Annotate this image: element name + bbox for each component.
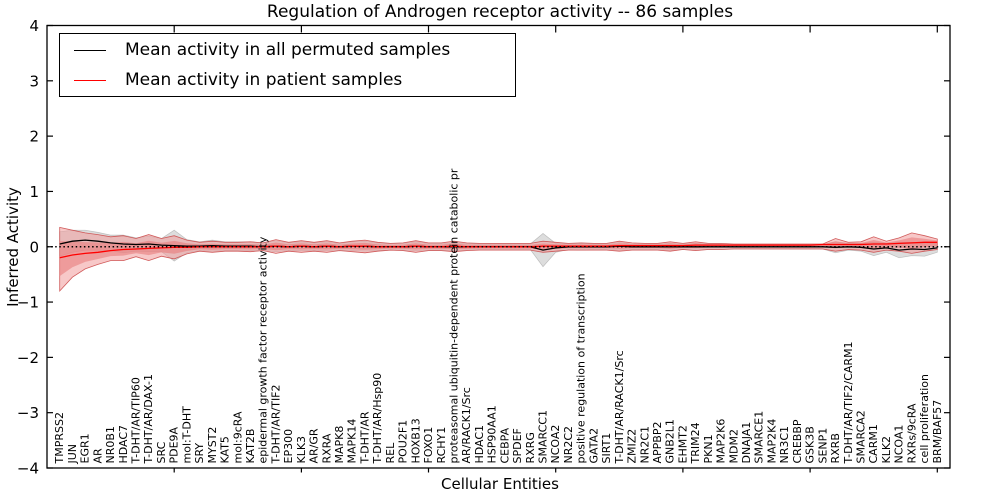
y-tick-label: 1 — [29, 183, 39, 201]
x-tick-label: AR — [91, 448, 104, 464]
y-tick-label: 3 — [29, 72, 39, 90]
x-tick-label: HOXB13 — [409, 418, 422, 463]
y-tick-label: −1 — [17, 294, 39, 312]
x-tick-label: positive regulation of transcription — [575, 273, 588, 463]
axes-frame — [46, 24, 951, 469]
x-tick-label: KAT2B — [244, 429, 257, 464]
x-tick-label: PKN1 — [702, 434, 715, 463]
y-tick-label: −3 — [17, 404, 39, 422]
x-tick-label: BRM/BAF57 — [931, 400, 944, 464]
patient-line-sample — [74, 79, 106, 81]
x-tick-label: T-DHT/AR/TIP60 — [130, 377, 143, 464]
x-tick-label: NCOA1 — [893, 425, 906, 464]
x-tick-label: MAPK14 — [346, 419, 359, 464]
x-tick-label: REL — [384, 442, 397, 464]
x-tick-label: NR3C1 — [778, 426, 791, 464]
x-tick-label: JUN — [66, 444, 79, 465]
x-tick-label: KAT5 — [219, 436, 232, 463]
legend-entry-patient: Mean activity in patient samples — [60, 65, 515, 95]
x-tick-label: APPBP2 — [651, 422, 664, 464]
x-tick-label: TMPRSS2 — [53, 412, 66, 464]
x-tick-label: RCHY1 — [435, 427, 448, 464]
x-tick-label: RXRs/9cRA — [905, 403, 918, 464]
x-tick-label: epidermal growth factor receptor activit… — [257, 236, 270, 463]
x-tick-label: RXRG — [524, 432, 537, 463]
legend-entry-permuted: Mean activity in all permuted samples — [60, 35, 515, 65]
legend: Mean activity in all permuted samples Me… — [59, 33, 516, 97]
x-tick-label: TRIM24 — [689, 422, 702, 464]
x-tick-label: HDAC1 — [473, 425, 486, 464]
x-tick-label: GSK3B — [804, 426, 817, 463]
x-tick-label: T-DHT/AR — [359, 411, 372, 464]
y-tick-label: 0 — [29, 238, 39, 256]
x-tick-label: HSP90AA1 — [486, 405, 499, 463]
x-axis-label: Cellular Entities — [441, 475, 559, 493]
x-tick-label: EP300 — [282, 429, 295, 464]
x-tick-label: SMARCA2 — [855, 410, 868, 463]
x-tick-label: cell proliferation — [918, 374, 931, 464]
x-tick-label: CREBBP — [791, 419, 804, 463]
x-tick-label: ZMIZ2 — [626, 429, 639, 464]
x-tick-label: T-DHT/AR/DAX-1 — [142, 374, 155, 464]
x-tick-label: PDE9A — [168, 426, 181, 463]
x-tick-label: RXRA — [320, 433, 333, 463]
x-tick-label: NR2C2 — [562, 426, 575, 464]
x-tick-label: T-DHT/AR/RACK1/Src — [613, 350, 626, 464]
x-tick-label: RXRB — [829, 433, 842, 463]
permuted-line-sample — [74, 49, 106, 51]
x-tick-label: SIRT1 — [600, 433, 613, 464]
x-tick-label: DNAJA1 — [740, 422, 753, 464]
x-tick-label: SENP1 — [816, 428, 829, 464]
x-tick-label: NCOA2 — [549, 425, 562, 464]
x-tick-label: MAP2K4 — [765, 419, 778, 464]
y-tick-label: −2 — [17, 349, 39, 367]
patient-band-outer — [59, 226, 938, 293]
x-tick-label: NR0B1 — [104, 426, 117, 463]
legend-label-patient: Mean activity in patient samples — [125, 70, 403, 90]
x-tick-label: mol:T-DHT — [180, 406, 193, 464]
x-tick-label: EGR1 — [79, 433, 92, 463]
x-tick-label: MAPK8 — [333, 426, 346, 464]
x-tick-label: SRC — [155, 441, 168, 463]
x-tick-label: EHMT2 — [676, 425, 689, 463]
y-tick-label: −4 — [17, 460, 39, 478]
x-tick-label: CARM1 — [867, 424, 880, 463]
x-tick-label: MYST2 — [206, 427, 219, 464]
x-tick-label: AR/GR — [308, 428, 321, 463]
x-tick-label: MAP2K6 — [715, 419, 728, 464]
x-tick-label: proteasomal ubiquitin-dependent protein … — [448, 168, 461, 463]
x-tick-label: T-DHT/AR/TIF2/CARM1 — [842, 341, 855, 464]
x-tick-label: POU2F1 — [397, 420, 410, 464]
x-tick-label: GATA2 — [587, 428, 600, 464]
x-tick-label: SRY — [193, 443, 206, 464]
x-tick-label: AR/RACK1/Src — [460, 387, 473, 463]
y-axis-label: Inferred Activity — [4, 187, 22, 307]
x-tick-label: CEBPA — [498, 427, 511, 463]
x-tick-label: SMARCE1 — [753, 411, 766, 464]
y-tick-label: 4 — [29, 17, 39, 35]
x-tick-label: SMARCC1 — [537, 410, 550, 463]
legend-label-permuted: Mean activity in all permuted samples — [125, 40, 451, 60]
chart-title: Regulation of Androgen receptor activity… — [266, 2, 734, 22]
x-tick-label: NR2C1 — [638, 426, 651, 464]
x-tick-label: KLK2 — [880, 436, 893, 464]
x-tick-label: T-DHT/AR/TIF2 — [269, 384, 282, 464]
y-tick-label: 2 — [29, 128, 39, 146]
x-tick-label: KLK3 — [295, 436, 308, 464]
x-tick-label: mol:9cRA — [231, 411, 244, 463]
x-tick-label: HDAC7 — [117, 425, 130, 464]
x-tick-label: FOXO1 — [422, 427, 435, 464]
x-tick-label: MDM2 — [727, 429, 740, 463]
x-tick-label: T-DHT/AR/Hsp90 — [371, 373, 384, 465]
x-tick-label: GNB2L1 — [664, 419, 677, 463]
x-tick-label: SPDEF — [511, 428, 524, 463]
